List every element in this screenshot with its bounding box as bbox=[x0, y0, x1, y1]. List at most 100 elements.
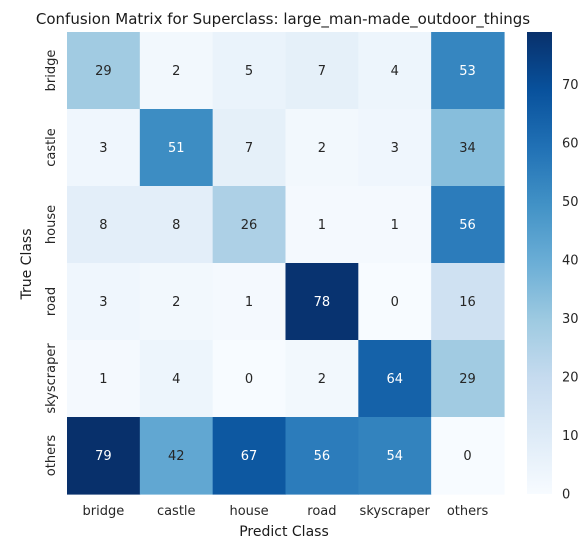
heatmap-cell bbox=[67, 263, 141, 341]
heatmap-cell bbox=[358, 340, 432, 418]
cell-value-label: 8 bbox=[172, 218, 180, 233]
cell-value-label: 64 bbox=[386, 372, 403, 387]
cell-value-label: 5 bbox=[245, 64, 253, 79]
heatmap-cell bbox=[139, 109, 214, 187]
cell-value-label: 7 bbox=[245, 141, 253, 156]
colorbar-tick-label: 0 bbox=[562, 488, 570, 503]
heatmap-cell bbox=[212, 32, 287, 110]
heatmap-cell bbox=[285, 263, 359, 341]
colorbar-tick-label: 30 bbox=[562, 312, 579, 327]
heatmap-cell bbox=[212, 340, 287, 418]
cell-value-label: 42 bbox=[168, 449, 185, 464]
cell-value-label: 16 bbox=[459, 295, 476, 310]
cell-value-label: 2 bbox=[172, 64, 180, 79]
heatmap-cell bbox=[285, 186, 359, 264]
colorbar-tick-label: 50 bbox=[562, 195, 579, 210]
y-tick-label: others bbox=[44, 435, 59, 477]
heatmap-cell bbox=[358, 186, 432, 264]
cell-value-label: 2 bbox=[318, 372, 326, 387]
y-tick-label: skyscraper bbox=[44, 343, 59, 414]
x-tick-label: others bbox=[447, 504, 489, 519]
heatmap-cell bbox=[212, 186, 287, 264]
y-tick-label: bridge bbox=[44, 50, 59, 92]
cell-value-label: 0 bbox=[463, 449, 471, 464]
heatmap-cell bbox=[285, 32, 359, 110]
cell-value-label: 51 bbox=[168, 141, 185, 156]
heatmap-cell bbox=[139, 263, 214, 341]
heatmap-cell bbox=[431, 417, 505, 495]
heatmap-cell bbox=[431, 109, 505, 187]
cell-value-label: 79 bbox=[95, 449, 112, 464]
heatmap-cell bbox=[139, 340, 214, 418]
heatmap-cell bbox=[431, 186, 505, 264]
x-tick-label: skyscraper bbox=[360, 504, 431, 519]
heatmap-cell bbox=[67, 340, 141, 418]
heatmap-cells bbox=[67, 32, 505, 495]
cell-value-label: 0 bbox=[391, 295, 399, 310]
heatmap-cell bbox=[67, 32, 141, 110]
x-tick-label: bridge bbox=[83, 504, 125, 519]
y-tick-label: road bbox=[44, 287, 59, 316]
cell-value-label: 3 bbox=[391, 141, 399, 156]
cell-value-label: 34 bbox=[459, 141, 476, 156]
colorbar-tick-label: 20 bbox=[562, 371, 579, 386]
y-tick-label: house bbox=[44, 205, 59, 244]
x-axis-label: Predict Class bbox=[239, 524, 329, 540]
colorbar-tick-label: 40 bbox=[562, 254, 579, 269]
heatmap-cell bbox=[139, 186, 214, 264]
cell-value-label: 53 bbox=[459, 64, 476, 79]
heatmap-cell-labels: 29 2 5 7 4 53 3 51 7 2 3 34 8 8 26 1 1 56 3 2 1 78 0 16 1 4 0 2 64 29… bbox=[95, 64, 476, 464]
x-tick-label: road bbox=[307, 504, 336, 519]
cell-value-label: 3 bbox=[99, 295, 107, 310]
cell-value-label: 3 bbox=[99, 141, 107, 156]
cell-value-label: 56 bbox=[314, 449, 331, 464]
colorbar-tick-label: 60 bbox=[562, 137, 579, 152]
heatmap-cell bbox=[139, 32, 214, 110]
x-tick-labels: bridge castle house road skyscraper others bbox=[83, 504, 489, 519]
cell-value-label: 4 bbox=[391, 64, 399, 79]
colorbar-tick-label: 10 bbox=[562, 429, 579, 444]
cell-value-label: 2 bbox=[318, 141, 326, 156]
heatmap-cell bbox=[285, 340, 359, 418]
cell-value-label: 56 bbox=[459, 218, 476, 233]
heatmap-cell bbox=[67, 109, 141, 187]
cell-value-label: 1 bbox=[318, 218, 326, 233]
cell-value-label: 1 bbox=[391, 218, 399, 233]
cell-value-label: 26 bbox=[241, 218, 258, 233]
heatmap-cell bbox=[212, 417, 287, 495]
heatmap-cell bbox=[285, 417, 359, 495]
chart-title: Confusion Matrix for Superclass: large_m… bbox=[36, 10, 530, 29]
cell-value-label: 54 bbox=[386, 449, 403, 464]
cell-value-label: 1 bbox=[99, 372, 107, 387]
colorbar-tick-labels: 0 10 20 30 40 50 60 70 bbox=[562, 78, 579, 502]
heatmap-cell bbox=[285, 109, 359, 187]
heatmap-cell bbox=[212, 109, 287, 187]
cell-value-label: 29 bbox=[95, 64, 112, 79]
cell-value-label: 2 bbox=[172, 295, 180, 310]
heatmap-cell bbox=[358, 109, 432, 187]
cell-value-label: 8 bbox=[99, 218, 107, 233]
colorbar-tick-label: 70 bbox=[562, 78, 579, 93]
x-tick-label: castle bbox=[157, 504, 196, 519]
heatmap-cell bbox=[67, 186, 141, 264]
cell-value-label: 29 bbox=[459, 372, 476, 387]
heatmap-cell bbox=[431, 263, 505, 341]
heatmap-cell bbox=[358, 32, 432, 110]
heatmap-cell bbox=[431, 340, 505, 418]
cell-value-label: 1 bbox=[245, 295, 253, 310]
heatmap-cell bbox=[358, 263, 432, 341]
cell-value-label: 4 bbox=[172, 372, 180, 387]
y-tick-label: castle bbox=[44, 128, 59, 167]
colorbar bbox=[527, 32, 552, 494]
cell-value-label: 78 bbox=[314, 295, 331, 310]
heatmap-cell bbox=[67, 417, 141, 495]
heatmap-cell bbox=[431, 32, 505, 110]
y-axis-label: True Class bbox=[19, 228, 35, 300]
cell-value-label: 7 bbox=[318, 64, 326, 79]
cell-value-label: 67 bbox=[241, 449, 258, 464]
cell-value-label: 0 bbox=[245, 372, 253, 387]
heatmap-cell bbox=[139, 417, 214, 495]
heatmap-cell bbox=[212, 263, 287, 341]
heatmap-cell bbox=[358, 417, 432, 495]
